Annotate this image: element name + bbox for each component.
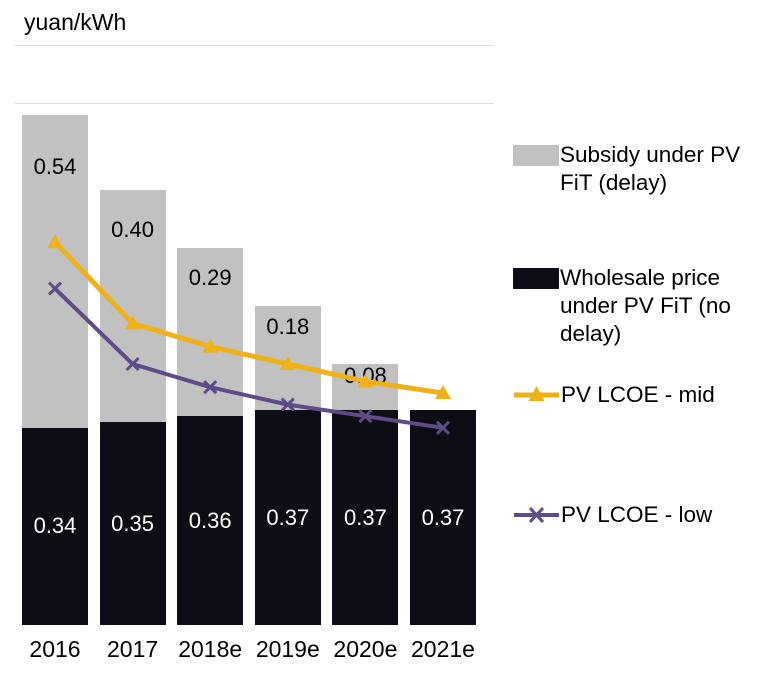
bar-wholesale-2019e [254,410,321,625]
gridline-1-0 [15,45,494,46]
bar-value-subsidy-2016: 0.54 [33,153,77,179]
lcoe-low-line-icon [514,506,559,524]
bar-value-subsidy-2017: 0.40 [111,216,154,242]
legend-label-subsidy: Subsidy under PV FiT (delay) [560,142,741,195]
x-axis-label-2017: 2017 [107,636,159,662]
legend-label-wholesale: Wholesale price under PV FiT (no delay) [560,265,731,346]
bar-value-subsidy-2019e: 0.18 [266,313,310,339]
bar-wholesale-2018e [177,416,244,625]
x-axis-label-2016: 2016 [29,636,81,662]
bar-value-wholesale-2020e: 0.37 [343,504,387,530]
x-axis-label-2021e: 2021e [411,636,475,662]
y-axis-unit-label: yuan/kWh [24,9,127,35]
x-axis-label-2020e: 2020e [333,636,398,662]
x-axis-label-2019e: 2019e [255,636,320,662]
gridline-0-9 [15,103,494,104]
plot-area: 0.34 0.54 2016 0.35 0.40 2017 0.36 0.29 2018e 0.3… [22,114,476,662]
legend-label-lcoe-low: PV LCOE - low [561,502,713,527]
legend-label-lcoe-mid: PV LCOE - mid [561,382,715,407]
bar-wholesale-2016 [22,427,88,625]
bar-value-wholesale-2017: 0.35 [111,510,154,536]
bar-value-subsidy-2018e: 0.29 [188,265,232,291]
bar-wholesale-2021e [410,410,476,625]
x-axis-label-2018e: 2018e [178,636,243,662]
wholesale-swatch-icon [513,268,559,289]
bar-value-wholesale-2021e: 0.37 [421,504,465,530]
bar-value-wholesale-2018e: 0.36 [188,507,232,533]
legend-item-lcoe-low: PV LCOE - low [513,501,769,529]
subsidy-swatch-icon [513,145,559,166]
lcoe-mid-line-icon [514,386,559,401]
bar-value-subsidy-2020e: 0.08 [343,362,387,388]
legend-item-lcoe-mid: PV LCOE - mid [513,381,769,409]
bar-value-wholesale-2016: 0.34 [33,513,77,539]
bar-value-wholesale-2019e: 0.37 [266,504,310,530]
bar-wholesale-2020e [332,410,399,625]
bar-wholesale-2017 [99,422,166,625]
legend-item-wholesale: Wholesale price under PV FiT (no delay) [513,264,769,348]
legend-item-subsidy: Subsidy under PV FiT (delay) [513,141,769,197]
